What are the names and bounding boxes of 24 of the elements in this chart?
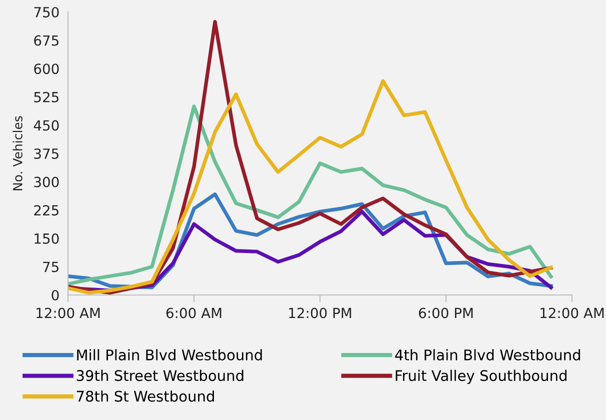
legend-label: 4th Plain Blvd Westbound [395,349,580,360]
y-tick-label: 525 [34,92,58,102]
legend-label: 39th Street Westbound [76,370,244,382]
x-tick-label: 6:00 AM [166,308,222,318]
x-tick-label: 12:00 AM [540,308,604,318]
y-tick-label: 375 [34,148,58,159]
legend-label: 78th St Westbound [76,390,214,402]
y-tick-label: 450 [34,120,59,131]
line-series [68,79,553,295]
y-tick-label: 675 [34,35,58,46]
y-tick-label: 300 [34,176,59,188]
y-tick-label: 750 [34,6,59,18]
x-tick-label: 12:00 AM [36,308,100,318]
y-tick-label: 150 [34,233,59,244]
x-tick-label: 6:00 PM [418,308,473,318]
line-series [68,104,553,286]
legend-label: Fruit Valley Southbound [396,370,566,384]
y-tick-label: 600 [34,64,59,74]
y-axis-title: No. Vehicles [12,116,22,190]
y-tick-label: 225 [34,205,58,216]
y-tick-label: 0 [52,290,59,300]
legend-label: Mill Plain Blvd Westbound [77,349,262,360]
y-tick-label: 75 [43,262,58,272]
x-tick-label: 12:00 PM [289,308,352,318]
